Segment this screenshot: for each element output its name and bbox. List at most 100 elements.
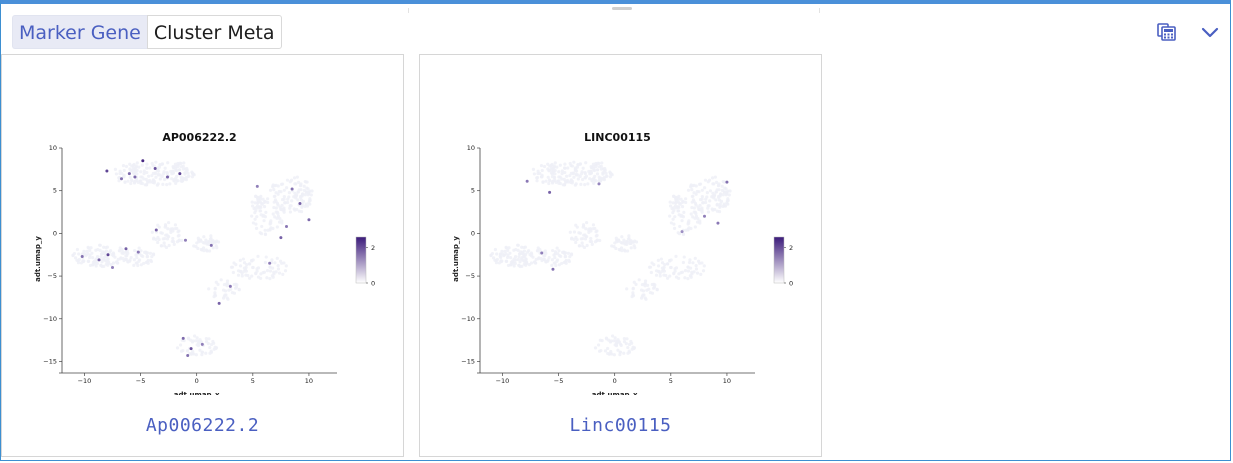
cell-point [293, 182, 297, 186]
cell-point [232, 291, 237, 295]
cell-point [546, 258, 550, 262]
cell-point [298, 195, 303, 200]
cell-point [625, 242, 629, 246]
cell-point [558, 163, 562, 167]
expression-point [153, 166, 157, 170]
cell-point [75, 247, 80, 252]
cell-point [222, 282, 227, 287]
cell-point [517, 263, 521, 268]
cell-point [700, 194, 704, 199]
cell-point [310, 189, 314, 193]
cell-point [646, 283, 650, 287]
cell-point [584, 220, 589, 225]
cell-point [245, 263, 249, 267]
cell-point [581, 166, 585, 170]
cell-point [253, 206, 258, 210]
cell-point [574, 223, 578, 227]
cell-point [590, 242, 594, 246]
cell-point [546, 175, 550, 179]
cell-point [639, 288, 644, 292]
cell-point [131, 163, 135, 167]
cell-point [566, 251, 571, 255]
cell-point [274, 206, 278, 210]
cell-point [176, 230, 180, 234]
cell-point [256, 200, 260, 204]
cell-point [706, 206, 710, 210]
cell-point [550, 258, 554, 262]
cell-point [672, 194, 676, 198]
cell-point [111, 261, 116, 265]
cell-point [700, 210, 704, 214]
gene-name-label[interactable]: Linc00115 [569, 415, 672, 436]
cell-point [606, 351, 610, 356]
cell-point [589, 240, 594, 244]
resize-handle[interactable] [612, 7, 632, 10]
x-tick-label: −5 [554, 377, 564, 385]
expression-point [80, 254, 84, 258]
marker-card[interactable]: LINC00115 −10 −5 0 5 10 10 5 0 −5 −10 −15 adt.umap_x… [419, 54, 822, 457]
cell-point [256, 266, 261, 270]
cell-point [693, 216, 697, 220]
cell-point [254, 226, 259, 230]
x-tick-label: 5 [669, 377, 673, 385]
cell-point [136, 263, 140, 268]
cell-point [499, 259, 503, 263]
cell-point [687, 219, 691, 223]
tab-marker-gene[interactable]: Marker Gene [12, 15, 147, 49]
cell-point [543, 249, 547, 253]
y-axis-label: adt.umap_y [34, 236, 42, 282]
cell-point [605, 337, 609, 341]
x-tick-label: 0 [613, 377, 617, 385]
cell-point [216, 240, 221, 244]
cell-point [695, 271, 700, 275]
cell-point [163, 225, 167, 229]
cell-point [299, 209, 304, 214]
chevron-down-icon[interactable] [1200, 25, 1220, 44]
cell-point [280, 221, 284, 225]
cell-point [554, 263, 558, 268]
cell-point [520, 251, 524, 256]
cell-point [527, 263, 531, 267]
cell-point [674, 254, 678, 258]
cell-point [608, 351, 612, 355]
cell-point [160, 231, 164, 235]
cell-point [102, 251, 106, 256]
cell-point [658, 274, 662, 278]
cell-point [574, 172, 578, 176]
cell-point [287, 191, 291, 195]
cell-point [589, 165, 593, 169]
gene-name-label[interactable]: Ap006222.2 [145, 415, 260, 436]
cell-point [161, 182, 165, 186]
cell-point [219, 278, 223, 282]
cell-point [696, 216, 700, 221]
expression-point [136, 250, 140, 254]
cell-point [177, 168, 182, 172]
cell-point [124, 257, 128, 261]
cell-point [145, 179, 150, 183]
cell-point [669, 258, 673, 262]
cell-point [122, 173, 126, 177]
cell-point [169, 227, 173, 231]
marker-card[interactable]: AP006222.2 −10 −5 0 5 10 10 5 0 −5 −10 −15 adt.umap_… [1, 54, 404, 457]
cell-point [572, 175, 576, 179]
cell-point [581, 223, 586, 227]
cell-point [544, 179, 548, 183]
cell-point [124, 254, 128, 258]
cell-point [251, 258, 255, 262]
cell-point [538, 248, 542, 252]
expression-point [540, 251, 544, 255]
cell-point [555, 259, 559, 263]
cell-point [603, 349, 608, 353]
tab-cluster-meta[interactable]: Cluster Meta [146, 15, 282, 49]
cell-point [154, 175, 158, 179]
cell-point [284, 264, 288, 268]
cell-point [578, 174, 582, 179]
cell-point [689, 212, 693, 216]
cell-point [152, 181, 156, 185]
cell-point [162, 241, 166, 245]
calculator-icon[interactable] [1157, 23, 1177, 45]
cell-point [172, 242, 176, 246]
cell-point [140, 181, 144, 186]
cell-point [579, 182, 583, 186]
cell-point [290, 199, 294, 203]
